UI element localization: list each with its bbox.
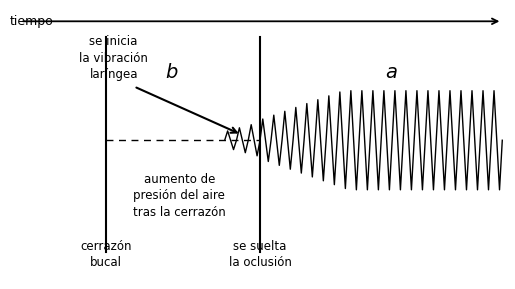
Text: b: b — [165, 63, 178, 82]
Text: aumento de
presión del aire
tras la cerrazón: aumento de presión del aire tras la cerr… — [133, 173, 226, 219]
Text: cerrazón
bucal: cerrazón bucal — [80, 240, 132, 269]
Text: a: a — [385, 63, 397, 82]
Text: se inicia
la vibración
laríngea: se inicia la vibración laríngea — [79, 36, 148, 81]
Text: tiempo: tiempo — [10, 15, 54, 28]
Text: se suelta
la oclusión: se suelta la oclusión — [229, 240, 291, 269]
